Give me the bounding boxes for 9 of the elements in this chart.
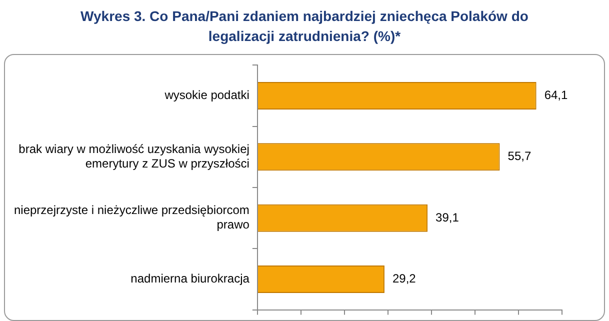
y-tick-label: wysokie podatki — [164, 88, 250, 102]
y-tick-label: nieprzejrzyste i nieżyczliwe przedsiębiorcom prawo — [14, 203, 250, 232]
data-label: 29,2 — [392, 272, 416, 286]
chart-title: Wykres 3. Co Pana/Pani zdaniem najbardziej zniechęca Polaków do legalizacji zatrudnienia? (%)* — [80, 7, 530, 46]
y-tick-label: nadmierna biurokracja — [130, 272, 250, 286]
y-tick-label: brak wiary w możliwość uzyskania wysokiej emerytury z ZUS w przyszłości — [18, 142, 250, 170]
data-label: 55,7 — [508, 149, 532, 164]
data-label: 39,1 — [436, 210, 460, 224]
data-label: 64,1 — [544, 88, 568, 102]
